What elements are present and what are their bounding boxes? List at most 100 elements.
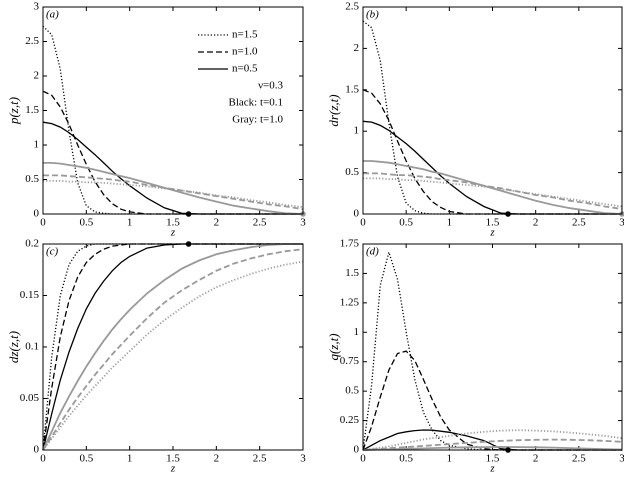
x-tick-label: 2 [214,453,220,465]
y-tick-label: 1.5 [345,83,359,95]
series-line [42,248,304,451]
x-tick-label: 3 [619,453,624,465]
annotation: Gray: t=1.0 [232,114,283,126]
series-line [362,429,623,451]
series-line [42,243,303,451]
x-tick-label: 1.5 [486,453,500,465]
panel: 0 0.5 1 1.5 2 2.5 3 0 0.5 1 1.5 2 2.5 3 (a) z p(z,t) n=1.… [6,1,306,239]
x-tick-label: 0 [40,453,46,465]
y-tick-label: 2.5 [345,1,359,13]
y-axis-label: p(z,t) [6,97,21,125]
x-tick-label: 2 [214,217,220,229]
axes-frame [362,243,623,451]
series-line [42,121,303,215]
annotation: Black: t=0.1 [229,97,283,109]
y-tick-label: 0.5 [345,385,359,397]
annotation: ν=0.3 [258,80,283,92]
y-tick-label: 0.5 [25,173,39,185]
y-axis-label: q(z,t) [326,333,341,360]
series-line [363,172,623,210]
series-line [362,350,622,451]
x-tick-label: 3 [300,217,306,229]
y-tick-label: 2 [34,70,40,82]
y-tick-label: 3 [34,1,40,13]
y-tick-label: 0.15 [20,289,40,301]
x-tick-label: 0 [360,217,366,229]
series-line [363,177,623,208]
y-tick-label: 0.2 [25,238,39,250]
y-tick-label: 1.5 [25,104,39,116]
y-tick-label: 1 [34,139,40,151]
y-tick-label: 1.25 [340,296,360,308]
x-tick-label: 1 [127,217,133,229]
x-tick-label: 2.5 [253,453,267,465]
x-tick-label: 2.5 [253,217,267,229]
x-tick-label: 1 [447,217,453,229]
axes-frame [362,6,623,215]
y-tick-label: 0 [354,208,360,220]
x-tick-label: 1 [127,453,133,465]
panel: 0 0.5 1 1.5 2 2.5 3 0 0.5 1 1.5 2 2.5 (b) z dr(z,t) [326,1,624,239]
y-tick-label: 0 [34,444,40,456]
x-tick-label: 3 [619,217,624,229]
axes-frame [42,6,304,215]
x-tick-label: 1 [447,453,453,465]
x-axis-label: z [489,463,495,475]
x-tick-label: 3 [300,453,306,465]
axes-frame [42,243,304,451]
y-tick-label: 0.25 [340,414,360,426]
panel: 0 0.5 1 1.5 2 2.5 3 0 0.05 0.1 0.15 0.2 (c) z dz(z,t) [6,238,306,475]
x-tick-label: 2 [533,217,539,229]
series-line [42,90,303,215]
series-line [362,438,623,451]
y-tick-label: 0.5 [345,166,359,178]
y-tick-label: 1 [354,125,360,137]
panel-label: (d) [366,246,379,258]
y-tick-label: 1 [354,326,360,338]
series-line [42,243,303,451]
x-tick-label: 0.5 [79,453,93,465]
x-tick-label: 0 [360,453,366,465]
y-tick-label: 0.05 [20,392,40,404]
legend-label: n=0.5 [232,63,258,75]
x-tick-label: 2.5 [572,217,586,229]
x-tick-label: 1.5 [166,217,180,229]
series-line [42,260,304,451]
x-tick-label: 0.5 [399,217,413,229]
series-line [43,174,304,211]
panel-label: (a) [46,9,59,21]
series-line [362,20,622,215]
y-tick-label: 0 [354,444,360,456]
series-line [362,249,622,451]
x-tick-label: 0.5 [399,453,413,465]
y-tick-label: 0.1 [25,341,39,353]
y-tick-label: 2.5 [25,35,39,47]
y-tick-label: 1.5 [345,267,359,279]
x-tick-label: 0.5 [79,217,93,229]
x-axis-label: z [489,227,495,239]
x-tick-label: 1.5 [166,453,180,465]
panel: 0 0.5 1 1.5 2 2.5 3 0 0.25 0.5 0.75 1 1.25 1.5 1.75 (d)… [326,238,624,475]
series-line [43,162,304,215]
legend-label: n=1.5 [232,29,258,41]
series-line [362,89,622,215]
panel-label: (c) [46,246,59,258]
y-tick-label: 0.75 [340,355,360,367]
legend-label: n=1.0 [232,46,258,58]
series-line [362,445,623,451]
y-tick-label: 0 [34,208,40,220]
x-tick-label: 0 [40,217,46,229]
y-axis-label: dz(z,t) [6,331,21,363]
x-tick-label: 2.5 [572,453,586,465]
series-line [43,180,304,208]
series-line [363,160,623,215]
panel-label: (b) [366,9,379,21]
x-axis-label: z [170,463,176,475]
x-axis-label: z [170,227,176,239]
x-tick-label: 2 [533,453,539,465]
x-tick-label: 1.5 [486,217,500,229]
y-tick-label: 1.75 [340,238,360,250]
y-tick-label: 2 [354,42,360,54]
y-axis-label: dr(z,t) [326,94,341,126]
